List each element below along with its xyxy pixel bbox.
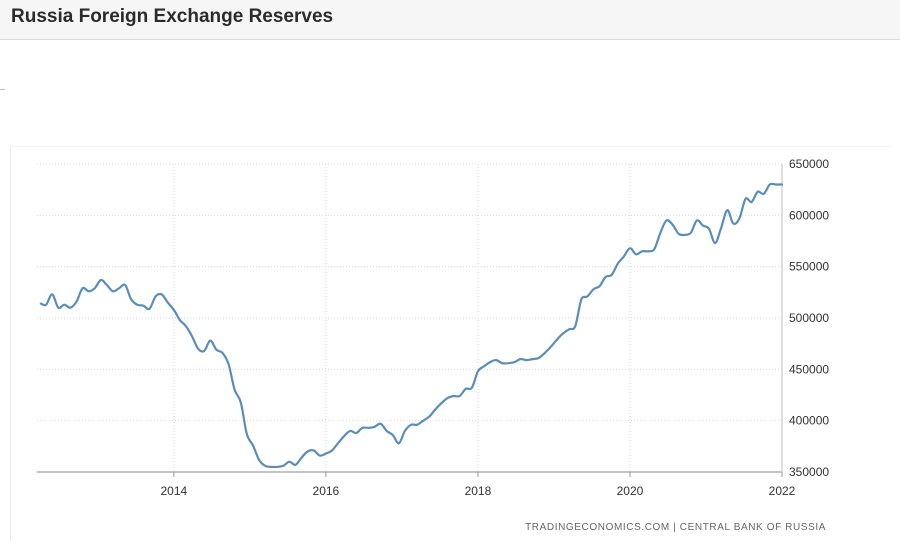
y-tick-label: 350000 — [789, 465, 829, 479]
chart-source: TRADINGECONOMICS.COM | CENTRAL BANK OF R… — [525, 522, 826, 533]
y-axis-ticks: 350000 400000 450000 500000 550000 600000 6500… — [789, 157, 829, 479]
y-tick-label: 650000 — [789, 157, 829, 171]
y-tick-label: 450000 — [789, 362, 829, 376]
page-header: Russia Foreign Exchange Reserves — [0, 0, 900, 40]
x-tick-label: 2014 — [160, 484, 187, 498]
series-layer — [39, 182, 784, 469]
chart-panel — [10, 146, 890, 540]
y-tick-label: 550000 — [789, 260, 829, 274]
y-tick-label: 500000 — [789, 311, 829, 325]
x-tick-label: 2022 — [769, 484, 796, 498]
x-tick-label: 2018 — [465, 484, 492, 498]
y-tick-label: 600000 — [789, 208, 829, 222]
x-tick-label: 2016 — [313, 484, 340, 498]
axis-lines — [37, 164, 783, 473]
x-tick-label: 2020 — [617, 484, 644, 498]
y-tick-label: 400000 — [789, 414, 829, 428]
series-line — [39, 182, 784, 469]
divider-mark — [0, 89, 5, 90]
page-title: Russia Foreign Exchange Reserves — [11, 6, 334, 27]
x-axis-ticks: 2014 2016 2018 2020 2022 — [160, 472, 796, 498]
